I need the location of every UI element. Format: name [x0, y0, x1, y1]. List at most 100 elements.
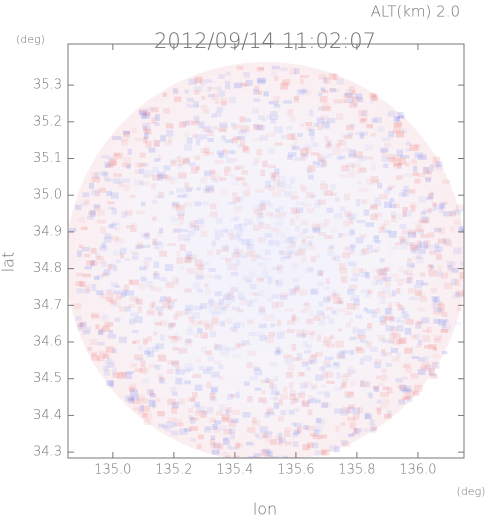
echo-cell — [219, 425, 227, 431]
echo-cell — [327, 246, 334, 252]
echo-cell — [174, 333, 179, 340]
echo-cell — [352, 273, 361, 277]
echo-cell — [430, 208, 435, 212]
echo-cell — [428, 270, 437, 277]
y-tick-label: 35.3 — [33, 78, 62, 93]
echo-cell — [276, 319, 282, 326]
echo-cell — [396, 320, 406, 324]
echo-cell — [351, 432, 360, 436]
echo-cell — [97, 329, 104, 336]
echo-cell — [456, 204, 464, 210]
echo-cell — [385, 325, 395, 332]
echo-cell — [387, 387, 393, 394]
echo-cell — [286, 126, 293, 130]
echo-cell — [260, 271, 270, 278]
echo-cell — [354, 151, 363, 159]
echo-cell — [274, 280, 279, 285]
echo-cell — [106, 191, 112, 197]
radar-disk — [68, 62, 464, 458]
echo-cell — [81, 201, 88, 207]
echo-cell — [264, 454, 271, 458]
echo-cell — [302, 402, 309, 407]
echo-cell — [427, 264, 433, 271]
echo-cell — [162, 302, 170, 309]
echo-cell — [258, 458, 263, 464]
echo-cell — [231, 287, 238, 292]
echo-cell — [176, 187, 185, 193]
echo-cell — [270, 172, 276, 179]
echo-cell — [205, 185, 215, 192]
echo-cell — [189, 426, 198, 432]
echo-cell — [370, 213, 378, 221]
y-tick-label: 35.2 — [33, 114, 62, 129]
echo-cell — [214, 360, 222, 365]
echo-cell — [136, 394, 146, 402]
echo-cell — [204, 170, 212, 177]
echo-cell — [227, 201, 236, 205]
echo-cell — [305, 330, 315, 336]
echo-cell — [259, 277, 265, 281]
echo-cell — [163, 296, 172, 301]
echo-cell — [164, 175, 172, 182]
echo-cell — [437, 303, 445, 311]
echo-cell — [361, 199, 368, 205]
echo-cell — [202, 200, 209, 206]
echo-cell — [230, 122, 236, 127]
echo-cell — [382, 398, 390, 405]
echo-cell — [307, 165, 316, 173]
echo-cell — [262, 449, 271, 456]
echo-cell — [157, 373, 164, 380]
echo-cell — [340, 206, 346, 212]
echo-cell — [364, 144, 374, 151]
echo-cell — [203, 332, 208, 339]
echo-cell — [364, 156, 374, 160]
echo-cell — [338, 155, 346, 159]
echo-cell — [251, 420, 261, 426]
echo-cell — [379, 404, 388, 409]
echo-cell — [290, 143, 297, 150]
echo-cell — [211, 449, 220, 455]
echo-cell — [324, 356, 334, 361]
echo-cell — [74, 303, 82, 310]
echo-cell — [204, 426, 212, 431]
echo-cell — [134, 169, 140, 174]
echo-cell — [390, 326, 398, 332]
echo-cell — [200, 262, 210, 266]
echo-cell — [123, 131, 130, 138]
echo-cell — [320, 115, 329, 121]
echo-cell — [91, 314, 100, 319]
echo-cell — [230, 257, 235, 262]
echo-cell — [90, 260, 98, 266]
echo-cell — [178, 398, 186, 405]
echo-cell — [160, 135, 166, 142]
echo-cell — [422, 217, 430, 224]
echo-cell — [326, 251, 335, 257]
echo-cell — [450, 226, 456, 233]
echo-cell — [273, 376, 279, 382]
echo-cell — [306, 235, 314, 239]
echo-cell — [349, 218, 354, 225]
echo-cell — [347, 261, 357, 267]
echo-cell — [405, 367, 412, 374]
echo-cell — [218, 90, 226, 98]
echo-cell — [369, 346, 379, 352]
echo-cell — [100, 328, 106, 334]
echo-cell — [384, 413, 392, 419]
echo-cell — [304, 381, 313, 387]
echo-cell — [334, 408, 343, 414]
echo-cell — [143, 126, 148, 132]
echo-cell — [405, 241, 415, 246]
echo-cell — [403, 363, 411, 369]
echo-cell — [95, 324, 100, 330]
echo-cell — [337, 297, 343, 304]
echo-cell — [348, 153, 357, 158]
echo-cell — [210, 438, 216, 446]
echo-cell — [427, 207, 432, 214]
echo-cell — [106, 362, 115, 368]
echo-cell — [339, 268, 348, 274]
echo-cell — [274, 75, 279, 81]
echo-cell — [115, 293, 122, 300]
echo-cell — [173, 228, 182, 233]
echo-cell — [197, 223, 205, 230]
echo-cell — [366, 179, 375, 185]
